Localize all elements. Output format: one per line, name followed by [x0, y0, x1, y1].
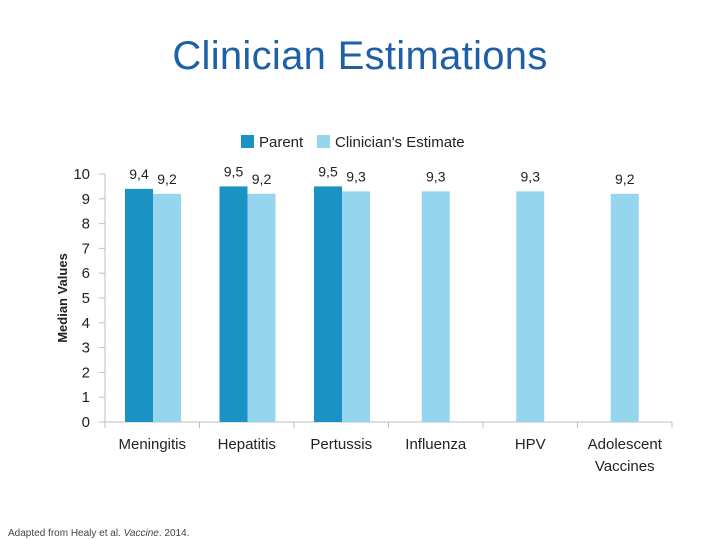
y-tick-label: 3 — [82, 340, 90, 357]
bar-parent — [219, 186, 248, 422]
x-category-label: Influenza — [405, 436, 467, 453]
bar-clinician — [516, 191, 545, 422]
y-tick-label: 2 — [82, 364, 90, 381]
bar-clinician — [153, 193, 181, 422]
bar-clinician — [247, 193, 276, 422]
data-label: 9,3 — [521, 168, 541, 184]
x-category-label: HPV — [515, 436, 546, 453]
y-axis: 0 1 2 3 4 5 6 7 8 9 10 Median Values — [55, 166, 106, 431]
citation-suffix: . 2014. — [158, 528, 190, 539]
legend-label: Parent — [259, 134, 304, 151]
y-tick-label: 4 — [82, 315, 90, 332]
bar-clinician — [610, 193, 639, 422]
legend-swatch — [317, 135, 330, 148]
x-category-label: Vaccines — [595, 458, 655, 475]
slide-title: Clinician Estimations — [172, 34, 548, 78]
y-axis-label: Median Values — [55, 253, 70, 343]
data-label: 9,3 — [426, 168, 446, 184]
data-label: 9,3 — [346, 168, 366, 184]
bar-clinician — [342, 191, 370, 422]
bar-series — [125, 186, 639, 422]
data-label: 9,4 — [129, 166, 149, 182]
x-axis: Meningitis Hepatitis Pertussis Influenza HPV… — [104, 421, 673, 475]
citation-prefix: Adapted from Healy et al. — [8, 528, 124, 539]
y-tick-label: 8 — [82, 216, 90, 233]
y-tick-label: 0 — [82, 414, 90, 431]
chart-legend: Parent Clinician's Estimate — [241, 134, 465, 151]
data-label: 9,5 — [224, 163, 244, 179]
y-tick-label: 7 — [82, 240, 90, 257]
legend-swatch — [241, 135, 254, 148]
bar-parent — [125, 188, 153, 422]
data-label: 9,5 — [318, 163, 338, 179]
source-citation: Adapted from Healy et al. Vaccine. 2014. — [8, 528, 189, 539]
x-category-label: Meningitis — [118, 436, 186, 453]
x-category-label: Adolescent — [588, 436, 663, 453]
data-label: 9,2 — [615, 171, 635, 187]
data-label: 9,2 — [157, 171, 177, 187]
citation-journal: Vaccine — [123, 528, 159, 539]
y-tick-label: 1 — [82, 389, 90, 406]
data-label: 9,2 — [252, 171, 272, 187]
y-tick-label: 6 — [82, 265, 90, 282]
bar-clinician — [421, 191, 450, 422]
bar-parent — [314, 186, 342, 422]
y-tick-label: 9 — [82, 191, 90, 208]
y-tick-label: 5 — [82, 290, 90, 307]
y-tick-label: 10 — [73, 166, 90, 183]
data-labels: 9,4 9,2 9,5 9,2 9,5 9,3 9,3 9,3 9,2 — [129, 163, 634, 186]
x-category-label: Hepatitis — [218, 436, 276, 453]
x-category-label: Pertussis — [310, 436, 372, 453]
legend-label: Clinician's Estimate — [335, 134, 465, 151]
